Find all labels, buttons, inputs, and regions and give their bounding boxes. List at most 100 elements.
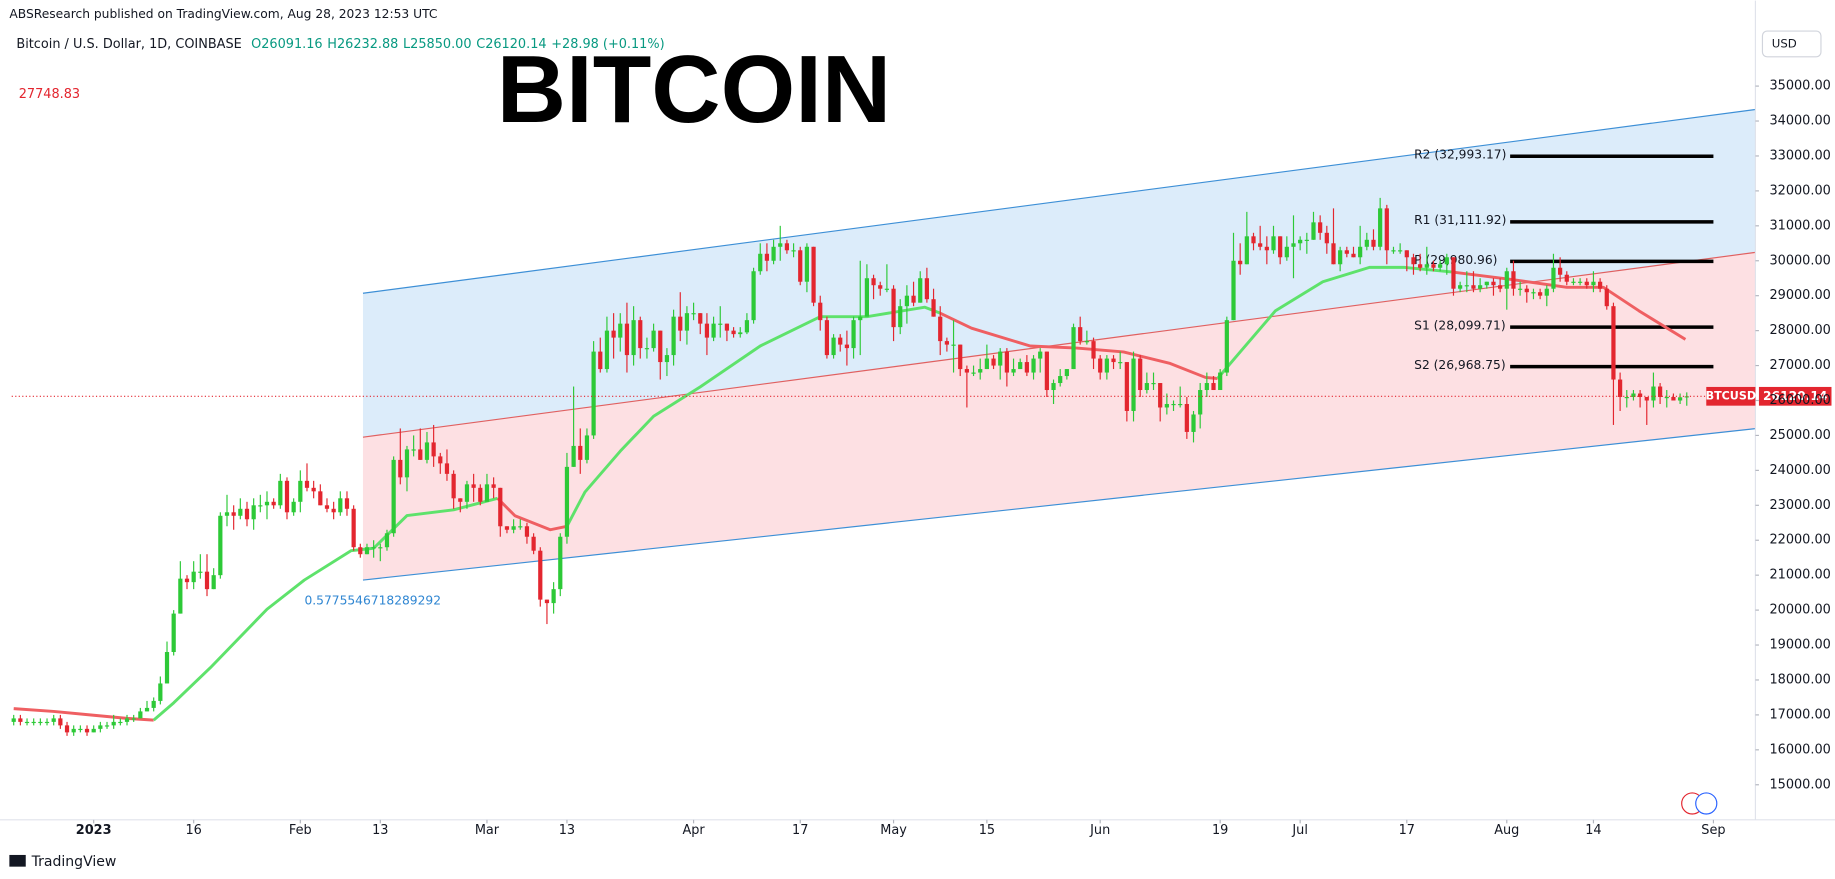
chart-title: BITCOIN [497,36,891,143]
candle-body [211,575,216,590]
candle-body [891,288,896,328]
candle-body [1498,285,1503,289]
channel-upper-fill [362,109,1756,438]
candle-body [864,278,870,317]
candle-body [678,316,683,331]
candle-body [338,498,343,513]
y-tick-label: 15000.00 [1769,777,1830,792]
candle-body [304,480,310,488]
x-tick-label: Sep [1701,823,1725,838]
candle-body [1391,250,1396,252]
moving-average [1216,265,1452,380]
candle-body [764,253,770,261]
x-tick-label: Feb [289,823,312,838]
candle-body [1637,393,1643,398]
candle-body [358,547,363,555]
candle-body [224,512,230,516]
candle-body [1244,236,1249,265]
candle-body [1504,271,1509,289]
candle-body [151,700,156,708]
candle-body [571,445,576,467]
x-tick-label: 16 [185,823,201,838]
candle-body [1184,403,1189,432]
candle-body [351,508,356,548]
moving-average [939,311,1218,380]
candle-body [278,480,283,506]
candle-body [451,473,456,499]
candle-body [1671,397,1676,401]
candle-body [804,246,810,282]
candle-body [31,721,36,724]
candle-body [1258,243,1263,247]
candle-body [1084,341,1089,343]
candle-body [1064,369,1069,377]
candle-body [1491,281,1496,286]
candle-body [718,323,723,325]
candle-body [831,337,836,356]
candle-body [1631,393,1636,398]
ticker-tag-label: BTCUSD [1706,389,1756,402]
candle-body [1238,260,1243,265]
candle-body [791,250,796,252]
candle-body [904,295,909,307]
candle-body [331,508,336,513]
candle-body [344,498,350,509]
candle-body [458,498,463,502]
candle-body [364,547,370,555]
price-tag [1758,386,1832,406]
candle-body [251,505,256,520]
candle-body [1411,257,1416,265]
candle-body [198,571,203,573]
candle-body [51,718,56,722]
candle-body [1171,403,1176,406]
candle-body [1478,285,1483,289]
moving-average [565,305,941,527]
plot-area: 0.5775546718289292 R2 (32,993.17) R1 (31,1… [11,108,1756,736]
candle-body [744,320,750,333]
candle-body [1584,281,1589,286]
candle-body [291,501,296,513]
x-tick-label: 2023 [76,823,112,838]
candle-body [1324,232,1329,244]
candle-body [518,526,523,528]
candle-body [1378,208,1383,247]
candle-body [498,487,503,527]
candle-body [631,320,636,356]
candle-body [378,547,383,549]
candle-body [131,718,136,720]
candle-body [1591,281,1596,286]
price-tag-label: 26120.14 [1763,389,1827,403]
candle-body [624,323,630,356]
candle-body [1298,239,1303,244]
candle-body [11,718,16,722]
y-tick-label: 17000.00 [1769,707,1830,722]
candle-body [1124,362,1129,411]
candle-body [798,250,803,282]
candle-body [478,487,483,502]
candle-body [324,505,330,509]
candle-body [618,323,623,338]
candle-body [1264,246,1269,251]
y-tick-label: 30000.00 [1769,253,1830,268]
x-tick-label: Jul [1291,823,1308,838]
candle-body [1657,386,1663,398]
flag-icon [1681,792,1718,815]
currency-label[interactable]: USD [1772,36,1797,50]
candle-body [604,330,610,370]
candle-body [311,487,316,492]
x-tick-label: 19 [1212,823,1228,838]
y-tick-label: 21000.00 [1769,568,1830,583]
candle-body [258,505,263,507]
change: +28.98 (+0.11%) [551,36,664,51]
candle-body [284,480,290,513]
candle-body [778,243,783,247]
currency-button[interactable] [1761,30,1822,58]
candle-body [1651,386,1656,401]
candle-body [424,442,430,460]
candle-body [1578,281,1583,283]
y-tick-label: 20000.00 [1769,603,1830,618]
candle-body [511,526,516,530]
candle-body [524,526,530,537]
candle-body [784,243,790,251]
candle-body [958,344,963,370]
